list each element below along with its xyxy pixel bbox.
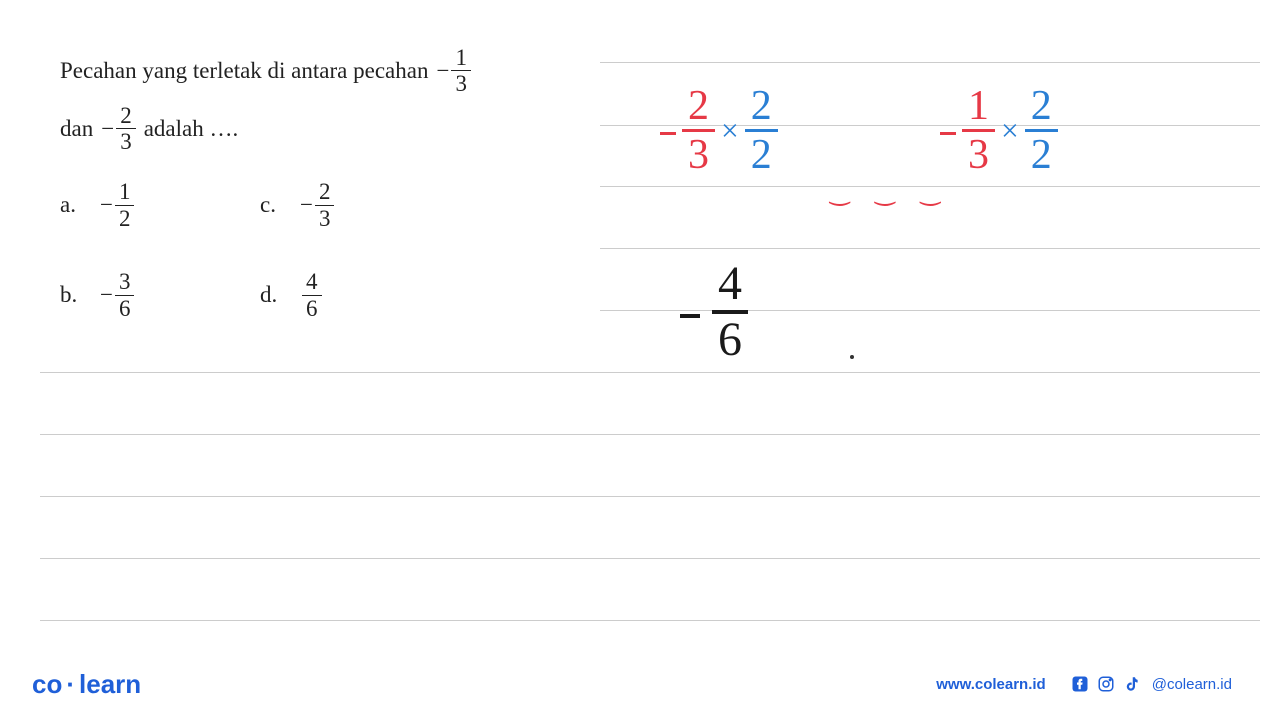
work-result-num: 4 (712, 260, 748, 310)
option-c-den: 3 (315, 206, 335, 231)
minus-icon (660, 107, 676, 155)
work-exp2-f1-num: 1 (962, 85, 995, 129)
minus-icon (940, 107, 956, 155)
option-c: c. − 23 (260, 160, 460, 250)
logo: co·learn (32, 669, 141, 700)
option-b-label: b. (60, 282, 84, 308)
option-d-num: 4 (302, 269, 322, 295)
tiktok-icon[interactable] (1122, 674, 1142, 694)
options-grid: a. − 12 c. − 23 b. − 36 d. 46 (60, 160, 460, 340)
frac-b: 2 3 (116, 103, 136, 155)
frac-a-num: 1 (451, 45, 471, 71)
rule-line (40, 372, 1260, 373)
option-c-num: 2 (315, 179, 335, 205)
work-result: 4 6 (680, 260, 748, 364)
social-icons: @colearn.id (1070, 674, 1232, 694)
work-exp2-frac2: 2 2 (1025, 85, 1058, 176)
footer-url[interactable]: www.colearn.id (936, 676, 1045, 693)
option-c-neg: − (300, 192, 313, 218)
question-line2-post: adalah …. (144, 107, 239, 151)
frac-a-den: 3 (451, 71, 471, 96)
stray-dot (850, 355, 854, 359)
question-text: Pecahan yang terletak di antara pecahan … (60, 45, 600, 154)
option-d-den: 6 (302, 296, 322, 321)
option-a-neg: − (100, 192, 113, 218)
option-a-num: 1 (115, 179, 135, 205)
times-icon: × (1001, 113, 1019, 149)
work-exp1-f1-num: 2 (682, 85, 715, 129)
question-line1-pre: Pecahan yang terletak di antara pecahan (60, 49, 428, 93)
work-exp1-f2-num: 2 (745, 85, 778, 129)
work-result-frac: 4 6 (712, 260, 748, 364)
rule-line (40, 496, 1260, 497)
footer-handle[interactable]: @colearn.id (1152, 676, 1232, 693)
frac-b-num: 2 (116, 103, 136, 129)
instagram-icon[interactable] (1096, 674, 1116, 694)
times-icon: × (721, 113, 739, 149)
work-exp2-frac1: 1 3 (962, 85, 995, 176)
question-line2-pre: dan (60, 107, 93, 151)
option-b-den: 6 (115, 296, 135, 321)
work-exp1-f2-den: 2 (745, 132, 778, 176)
work-expression-1: 2 3 × 2 2 (660, 85, 778, 176)
minus-icon (680, 285, 700, 340)
option-b-num: 3 (115, 269, 135, 295)
option-b: b. − 36 (60, 250, 260, 340)
rule-line (40, 434, 1260, 435)
option-c-label: c. (260, 192, 284, 218)
work-expression-2: 1 3 × 2 2 (940, 85, 1058, 176)
facebook-icon[interactable] (1070, 674, 1090, 694)
frac-b-den: 3 (116, 129, 136, 154)
option-d-label: d. (260, 282, 284, 308)
option-d: d. 46 (260, 250, 460, 340)
option-a-label: a. (60, 192, 84, 218)
option-b-neg: − (100, 282, 113, 308)
option-a-den: 2 (115, 206, 135, 231)
option-a: a. − 12 (60, 160, 260, 250)
rule-line (40, 558, 1260, 559)
logo-dot-icon: · (64, 669, 77, 700)
footer: co·learn www.colearn.id @colearn.id (0, 648, 1280, 720)
logo-part1: co (32, 669, 62, 700)
frac-a: 1 3 (451, 45, 471, 97)
work-exp1-frac1: 2 3 (682, 85, 715, 176)
work-exp2-f1-den: 3 (962, 132, 995, 176)
work-exp1-f1-den: 3 (682, 132, 715, 176)
work-exp1-frac2: 2 2 (745, 85, 778, 176)
work-result-den: 6 (712, 314, 748, 364)
rule-line (40, 620, 1260, 621)
work-exp2-f2-num: 2 (1025, 85, 1058, 129)
logo-part2: learn (79, 669, 141, 700)
work-dashes: ‿ ‿ ‿ (830, 178, 950, 207)
work-exp2-f2-den: 2 (1025, 132, 1058, 176)
frac-b-neg: − (101, 107, 114, 151)
frac-a-neg: − (436, 49, 449, 93)
footer-right: www.colearn.id @colearn.id (936, 674, 1232, 694)
